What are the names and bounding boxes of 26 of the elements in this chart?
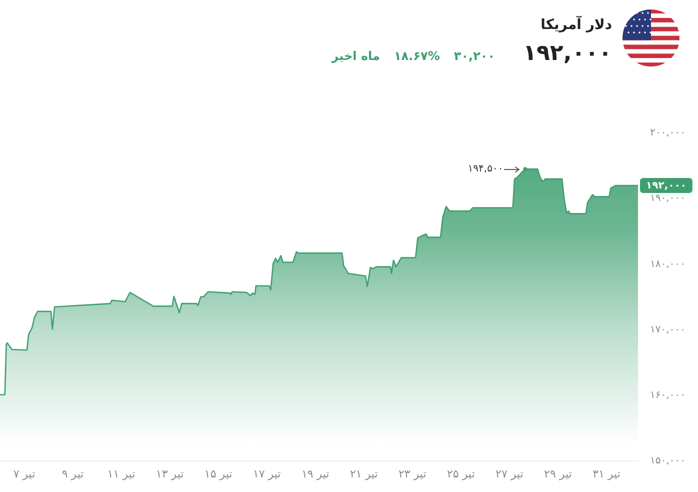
x-tick-label: ۳۱ تیر [592,467,620,480]
y-tick-label: ۱۵۰,۰۰۰ [650,456,686,467]
x-tick-label: ۱۹ تیر [301,467,330,480]
text: ماه اخیر [332,49,380,63]
y-tick-label: ۱۹۰,۰۰۰ [650,193,686,204]
x-tick-label: ۲۹ تیر [544,467,572,480]
y-tick-label: ۱۶۰,۰۰۰ [650,390,686,401]
x-tick-label: ۷ تیر [13,467,36,480]
x-tick-label: ۱۳ تیر [156,467,184,480]
text: ۱۸.۶۷% [394,49,440,63]
y-tick-label: ۱۸۰,۰۰۰ [650,258,686,270]
x-tick-label: ۱۷ تیر [252,467,281,480]
y-tick-label: ۲۰۰,۰۰۰ [650,128,686,139]
x-tick-label: ۲۷ تیر [496,467,524,480]
x-tick-label: ۲۳ تیر [398,467,426,480]
y-tick-label: ۱۷۰,۰۰۰ [650,324,686,336]
x-tick-label: ۲۱ تیر [350,467,378,480]
chart-title: دلار آمریکا [540,17,612,33]
annotation: ۱۹۲,۰۰۰ [646,180,686,192]
annotation: ۱۹۴,۵۰۰ [468,164,504,175]
text: ۳۰,۲۰۰ [454,49,496,63]
x-tick-label: ۹ تیر [62,467,84,480]
x-tick-label: ۱۱ تیر [107,467,136,480]
x-tick-label: ۲۵ تیر [447,467,475,480]
chart-subtitle: ۱۹۲,۰۰۰ [523,41,612,66]
x-tick-label: ۱۵ تیر [204,467,232,480]
